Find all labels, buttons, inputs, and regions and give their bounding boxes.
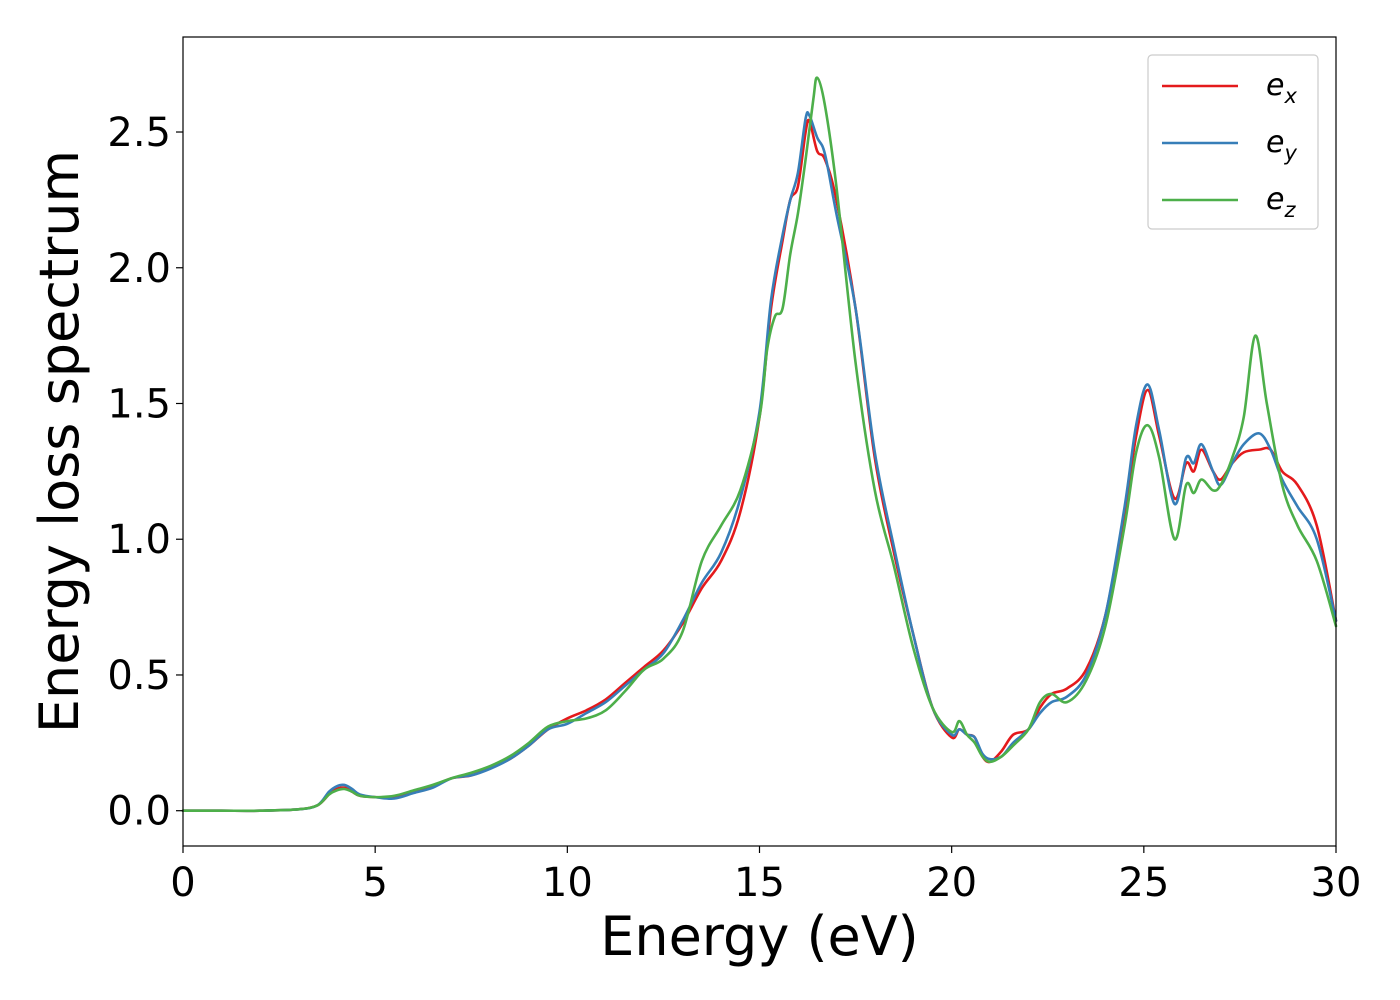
y-tick-label: 2.0	[107, 246, 171, 292]
y-axis-title: Energy loss spectrum	[28, 150, 91, 733]
x-tick-label: 25	[1118, 860, 1169, 906]
y-tick-label: 0.5	[107, 653, 171, 699]
y-axis-ticks: 0.0 0.5 1.0 1.5 2.0 2.5	[107, 110, 183, 835]
x-tick-label: 30	[1311, 860, 1362, 906]
x-tick-label: 5	[362, 860, 387, 906]
legend-label-y: ey	[1266, 125, 1297, 165]
y-tick-label: 0.0	[107, 789, 171, 835]
y-tick-label: 1.0	[107, 517, 171, 563]
x-tick-label: 15	[734, 860, 785, 906]
series-line-z	[181, 76, 1338, 813]
x-tick-label: 20	[926, 860, 977, 906]
series-layer	[181, 76, 1338, 813]
y-tick-label: 1.5	[107, 381, 171, 427]
x-axis-ticks: 0 5 10 15 20 25 30	[170, 846, 1361, 906]
legend: ex ey ez	[1147, 54, 1319, 230]
y-tick-label: 2.5	[107, 110, 171, 156]
legend-label-x: ex	[1266, 68, 1297, 108]
x-tick-label: 10	[542, 860, 593, 906]
x-tick-label: 0	[170, 860, 195, 906]
series-line-y	[181, 111, 1338, 813]
legend-label-z: ez	[1266, 182, 1296, 222]
x-axis-title: Energy (eV)	[600, 905, 919, 968]
